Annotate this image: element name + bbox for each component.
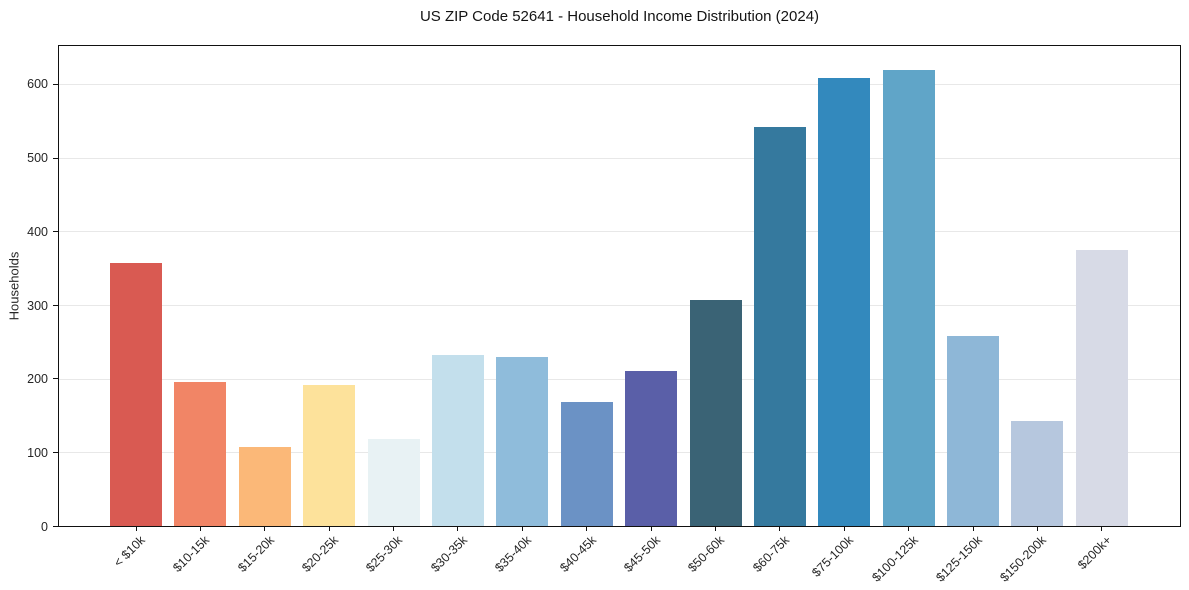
x-tick-label: $75-100k: [809, 533, 857, 580]
y-tick-label: 400: [27, 224, 48, 239]
y-tick-mark: [53, 304, 58, 306]
bar: $200k+: [1075, 250, 1128, 572]
x-tick-mark: [650, 526, 652, 531]
x-tick-mark: [393, 526, 395, 531]
x-tick-mark: [199, 526, 201, 531]
bar: $35-40k: [492, 356, 549, 575]
y-tick-label: 100: [27, 446, 48, 461]
bar: $100-125k: [869, 69, 935, 585]
chart-title: US ZIP Code 52641 - Household Income Dis…: [419, 8, 820, 25]
plot-area: < $10k $10-15k $15-20k $20-25k $25-30k $30-35…: [53, 45, 1181, 585]
x-tick-label: $30-35k: [428, 533, 470, 575]
x-tick-mark: [328, 526, 330, 531]
x-tick-label: $40-45k: [556, 533, 599, 575]
bar: $125-150k: [933, 336, 1000, 585]
x-tick-label: $25-30k: [363, 533, 406, 575]
y-tick-label: 600: [27, 77, 48, 92]
bar: < $10k: [110, 262, 162, 570]
gridline-y-200: [59, 378, 1180, 380]
y-tick-mark: [53, 378, 58, 380]
x-tick-mark: [908, 526, 910, 531]
gridline-y-400: [59, 231, 1180, 233]
gridline-y-100: [59, 452, 1180, 453]
x-tick-mark: [972, 526, 974, 531]
bar: $15-20k: [235, 446, 291, 575]
y-tick-label: 300: [27, 298, 48, 313]
y-tick-mark: [53, 84, 58, 86]
x-tick-mark: [135, 526, 137, 531]
x-tick-label: $35-40k: [492, 533, 535, 575]
bar: $20-25k: [299, 384, 356, 575]
x-tick-mark: [1101, 526, 1103, 531]
x-tick-mark: [779, 526, 781, 531]
x-tick-mark: [1036, 526, 1038, 531]
x-tick-label: $20-25k: [299, 533, 342, 575]
y-tick-mark: [53, 157, 58, 159]
x-tick-label: $45-50k: [621, 533, 664, 575]
gridline-y-300: [59, 304, 1180, 306]
x-tick-label: $100-125k: [868, 533, 921, 585]
bars-container: < $10k $10-15k $15-20k $20-25k $25-30k $30-35…: [110, 46, 1128, 585]
y-tick-label: 0: [41, 520, 48, 534]
x-tick-mark: [715, 526, 717, 531]
gridline-y-600: [59, 84, 1180, 86]
bar: $25-30k: [364, 438, 420, 575]
y-tick-mark: [53, 451, 58, 453]
y-axis-tick-labels: 0 100 200 300 400 500 600: [0, 45, 48, 534]
x-tick-label: $15-20k: [234, 533, 277, 575]
x-tick-mark: [843, 526, 845, 531]
x-tick-label: < $10k: [111, 533, 148, 570]
bar: $10-15k: [170, 381, 227, 575]
gridlines-layer: [53, 46, 1180, 527]
bar: $45-50k: [621, 370, 678, 575]
x-tick-mark: [521, 526, 523, 531]
bar: $30-35k: [428, 354, 484, 575]
bar: $40-45k: [557, 401, 613, 575]
y-tick-mark: [53, 525, 58, 527]
x-tick-mark: [457, 526, 459, 531]
bar: $150-200k: [998, 420, 1064, 585]
x-tick-label: $200k+: [1074, 533, 1114, 573]
y-tick-mark: [53, 231, 58, 233]
x-tick-label: $150-200k: [997, 533, 1050, 585]
y-tick-label: 500: [27, 150, 48, 165]
bar: $50-60k: [686, 300, 742, 575]
x-tick-label: $125-150k: [933, 533, 985, 585]
x-tick-mark: [264, 526, 266, 531]
bar: $60-75k: [750, 126, 806, 575]
x-tick-label: $50-60k: [685, 533, 728, 575]
x-tick-label: $10-15k: [170, 533, 213, 575]
x-tick-label: $60-75k: [749, 533, 792, 575]
gridline-y-500: [59, 157, 1180, 159]
bar: $75-100k: [809, 77, 871, 580]
x-tick-mark: [586, 526, 588, 531]
y-tick-label: 200: [27, 372, 48, 387]
